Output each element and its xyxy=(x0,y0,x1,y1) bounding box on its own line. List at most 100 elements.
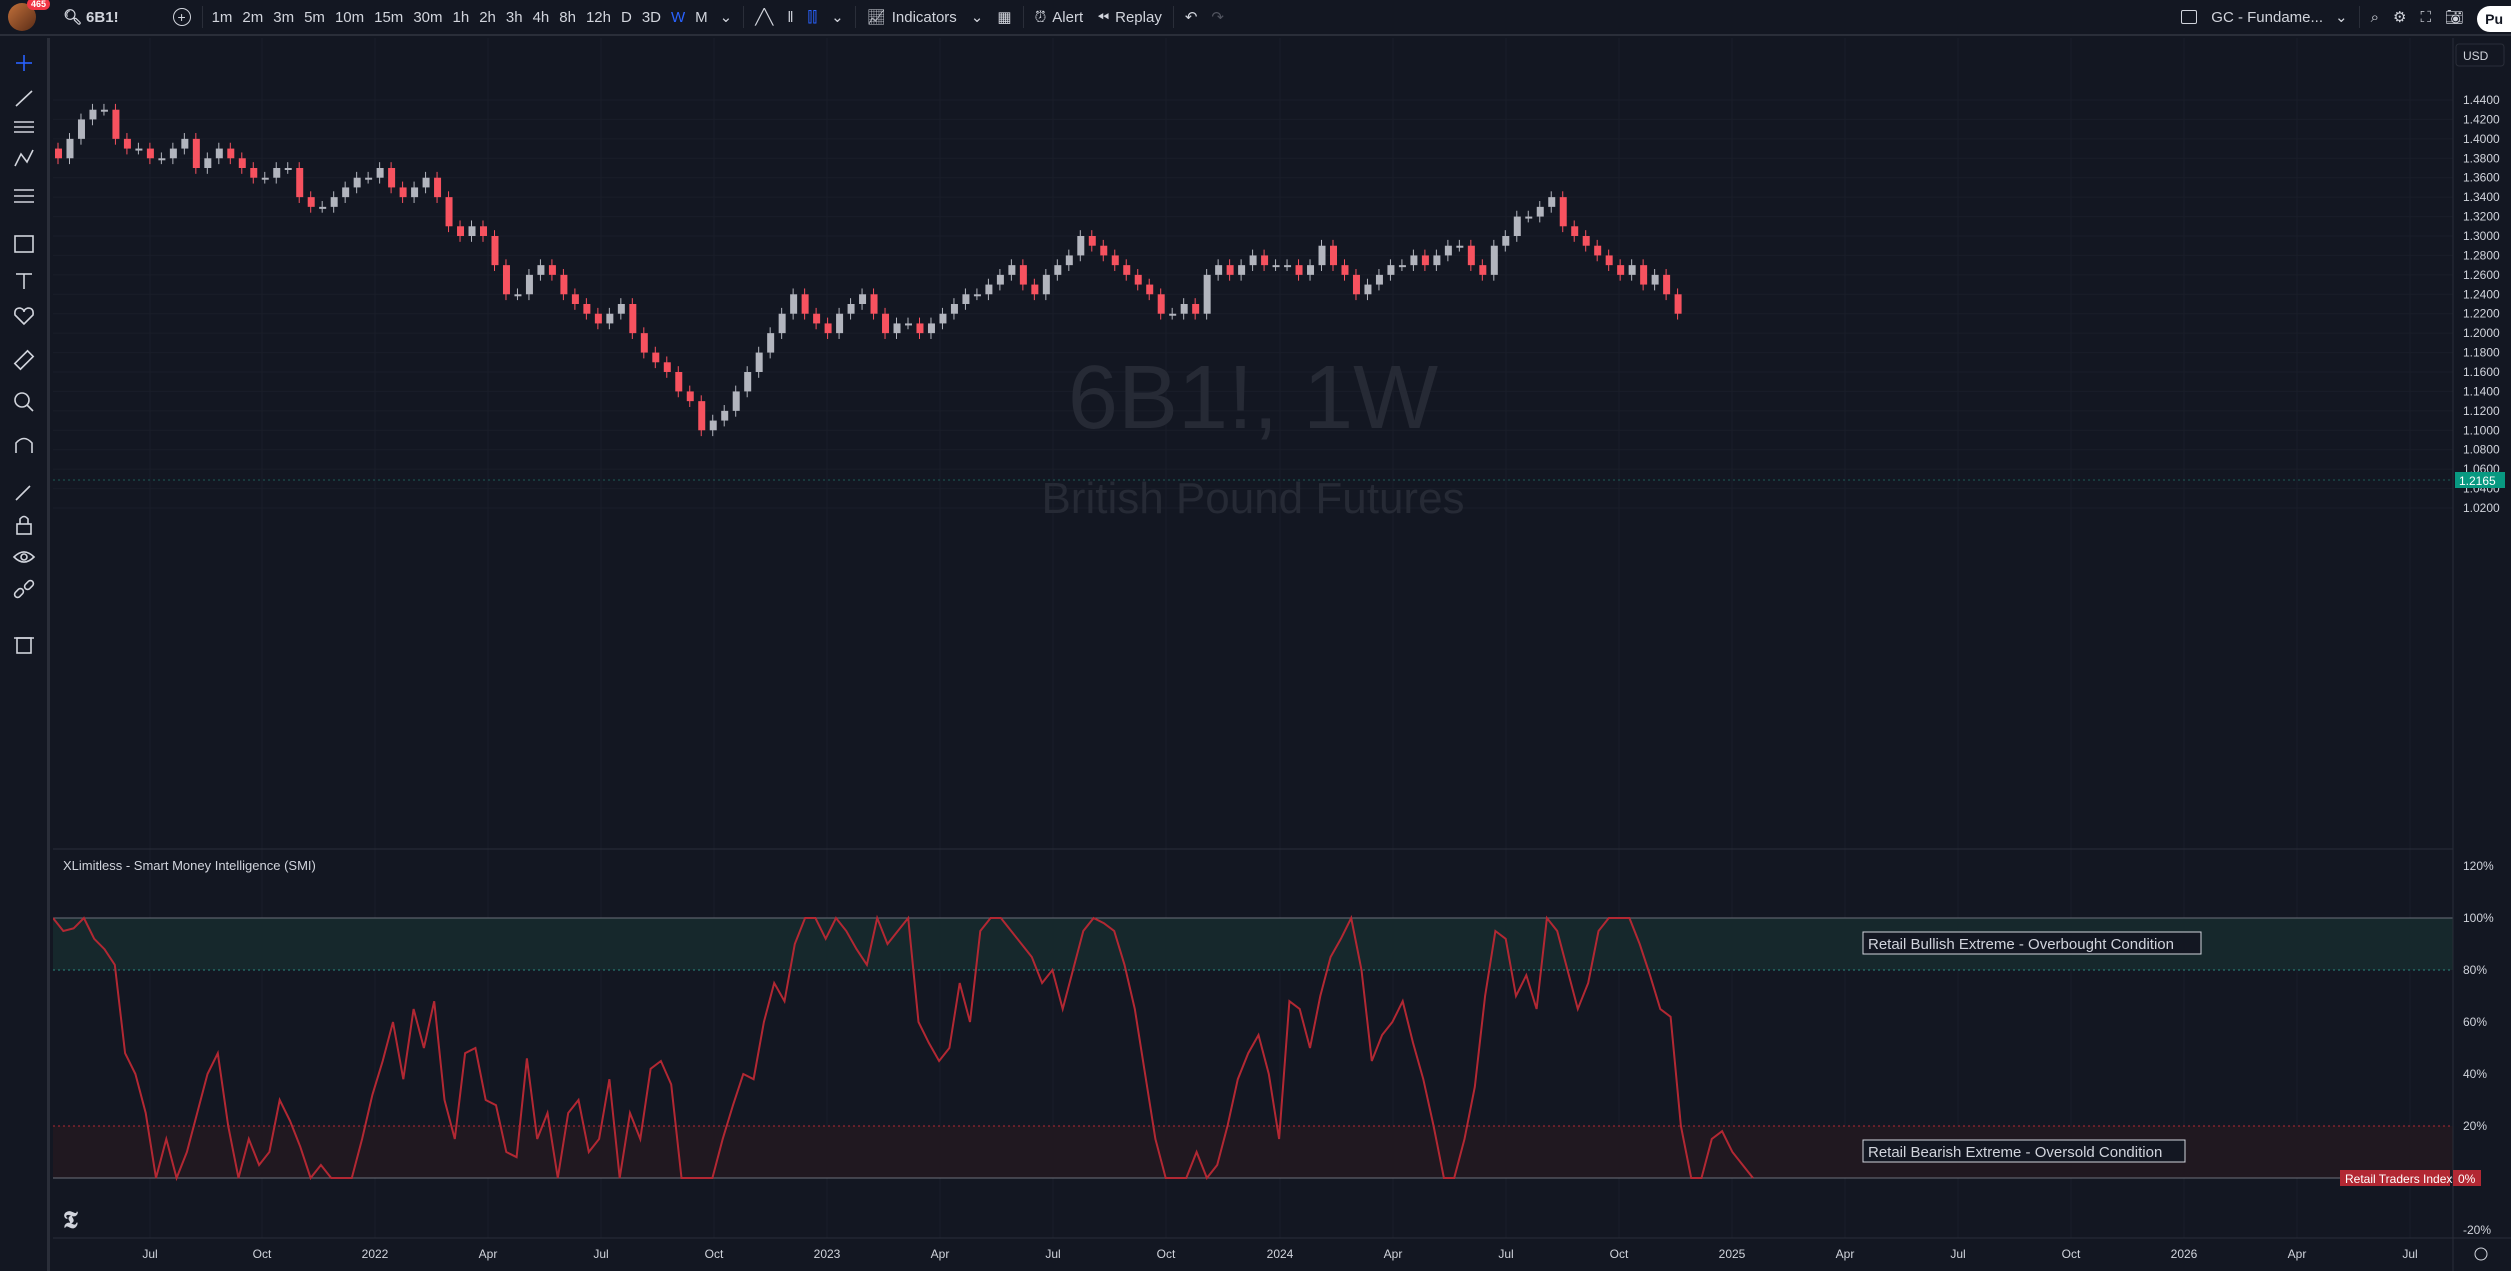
interval-5m[interactable]: 5m xyxy=(304,8,325,26)
candle-body xyxy=(1042,274,1050,295)
time-tick: Oct xyxy=(1610,1247,1629,1261)
interval-3m[interactable]: 3m xyxy=(273,8,295,26)
interval-8h[interactable]: 8h xyxy=(559,8,576,26)
candle-body xyxy=(1318,245,1326,266)
trash-icon[interactable] xyxy=(14,637,34,654)
redo-button[interactable]: ↷ xyxy=(1204,0,1231,35)
candle-body xyxy=(158,158,166,161)
publish-button[interactable]: Pu xyxy=(2477,6,2511,32)
indicators-button[interactable]: 📈︎ Indicators ⌄ xyxy=(860,0,991,35)
candle-body xyxy=(411,187,419,198)
candle-body xyxy=(1192,304,1200,314)
zoom-icon[interactable] xyxy=(14,392,34,412)
heart-icon[interactable] xyxy=(14,307,34,326)
interval-1h[interactable]: 1h xyxy=(452,8,470,26)
add-symbol-button[interactable]: + xyxy=(166,0,198,35)
candle-body xyxy=(181,138,189,149)
eye-icon[interactable] xyxy=(12,551,36,563)
undo-icon: ↶ xyxy=(1184,9,1198,26)
layout-button[interactable]: GC - Fundame... ⌄ xyxy=(2174,0,2354,35)
candle-body xyxy=(617,304,625,314)
candle-body xyxy=(422,177,430,188)
alert-button[interactable]: ⏰︎ Alert xyxy=(1028,0,1091,35)
ruler-icon[interactable] xyxy=(13,349,35,371)
candle-body xyxy=(1490,245,1498,275)
magnet-icon[interactable] xyxy=(15,437,33,454)
candle-body xyxy=(66,138,74,159)
pattern-icon[interactable] xyxy=(14,149,34,167)
quick-search-icon: ⌕ xyxy=(2370,8,2379,26)
price-tick: 1.3000 xyxy=(2463,229,2500,243)
templates-button[interactable]: ▦ xyxy=(990,0,1018,35)
candle-body xyxy=(640,333,648,353)
timezone-settings-icon[interactable] xyxy=(2474,1247,2488,1261)
candle-body xyxy=(1617,265,1625,275)
chart-area[interactable]: 6B1!, 1W British Pound Futures XLimitles… xyxy=(53,38,2511,1271)
interval-3h[interactable]: 3h xyxy=(505,8,523,26)
line-chart-button[interactable]: ╱╲ xyxy=(748,0,780,35)
rectangle-icon[interactable] xyxy=(14,235,34,253)
interval-30m[interactable]: 30m xyxy=(413,8,443,26)
price-tick: 1.0800 xyxy=(2463,443,2500,457)
candle-body xyxy=(905,323,912,326)
interval-1m[interactable]: 1m xyxy=(211,8,233,26)
brush-lock-icon[interactable] xyxy=(15,485,31,501)
interval-2h[interactable]: 2h xyxy=(479,8,496,26)
settings-button[interactable]: ⚙︎ xyxy=(2386,0,2413,35)
interval-15m[interactable]: 15m xyxy=(374,8,404,26)
lock-icon[interactable] xyxy=(16,515,32,535)
drawing-toolbar xyxy=(0,38,50,1271)
price-scale[interactable] xyxy=(2453,38,2511,1271)
bar-chart-button[interactable]: ‖ xyxy=(780,0,800,35)
quick-search-button[interactable]: ⌕ xyxy=(2364,0,2386,35)
interval-D[interactable]: D xyxy=(620,8,632,26)
price-tick: 1.1000 xyxy=(2463,423,2500,437)
candle-body xyxy=(1100,245,1108,256)
index-name: Retail Traders Index xyxy=(2345,1172,2452,1186)
candle-body xyxy=(1019,265,1027,285)
chart-type-dropdown[interactable]: ⌄ xyxy=(824,0,851,35)
interval-W[interactable]: W xyxy=(671,8,686,26)
candle-body xyxy=(261,177,269,180)
fib-icon[interactable] xyxy=(14,189,34,203)
symbol-search[interactable]: 🔍︎ 6B1! xyxy=(56,0,126,35)
fullscreen-button[interactable]: ⛶ xyxy=(2413,0,2438,35)
candle-body xyxy=(399,187,407,198)
currency-button[interactable] xyxy=(2455,43,2505,67)
candle-body xyxy=(1088,236,1096,246)
user-avatar[interactable]: 465 xyxy=(8,0,50,31)
time-tick: Oct xyxy=(2062,1247,2081,1261)
candle-body xyxy=(1169,313,1177,316)
candle-body xyxy=(353,177,361,188)
candles-button[interactable]: ⫿⫿ xyxy=(801,0,825,35)
price-ticks: 1.4400 1.4200 1.4000 1.3800 1.3600 1.3400 1.32… xyxy=(2463,93,2500,515)
interval-M[interactable]: M xyxy=(695,8,708,26)
interval-3D[interactable]: 3D xyxy=(641,8,661,26)
candle-body xyxy=(1238,265,1246,275)
candle-body xyxy=(273,168,281,178)
replay-button[interactable]: ⏪︎ Replay xyxy=(1090,0,1169,35)
candle-body xyxy=(778,313,786,334)
text-icon[interactable] xyxy=(16,273,32,289)
candle-body xyxy=(1525,216,1533,219)
candle-body xyxy=(1054,265,1062,275)
candle-body xyxy=(1421,255,1429,266)
candle-body xyxy=(89,109,97,120)
candle-body xyxy=(502,265,510,295)
candle-body xyxy=(1433,255,1441,266)
interval-10m[interactable]: 10m xyxy=(334,8,365,26)
crosshair-icon[interactable] xyxy=(16,55,32,71)
interval-4h[interactable]: 4h xyxy=(532,8,550,26)
interval-12h[interactable]: 12h xyxy=(585,8,611,26)
time-tick: Oct xyxy=(705,1247,724,1261)
horizontal-lines-icon[interactable] xyxy=(14,121,34,133)
link-icon[interactable] xyxy=(13,579,35,599)
trend-line-icon[interactable] xyxy=(15,90,33,107)
snapshot-button[interactable]: 📷︎ xyxy=(2438,0,2471,35)
interval-2m[interactable]: 2m xyxy=(242,8,264,26)
indicator-title[interactable]: XLimitless - Smart Money Intelligence (S… xyxy=(63,858,316,873)
undo-button[interactable]: ↶ xyxy=(1178,0,1205,35)
bull-label: Retail Bullish Extreme - Overbought Cond… xyxy=(1868,936,2174,953)
line-chart-icon: ╱╲ xyxy=(755,9,774,26)
interval-dropdown[interactable]: ⌄ xyxy=(713,0,740,35)
